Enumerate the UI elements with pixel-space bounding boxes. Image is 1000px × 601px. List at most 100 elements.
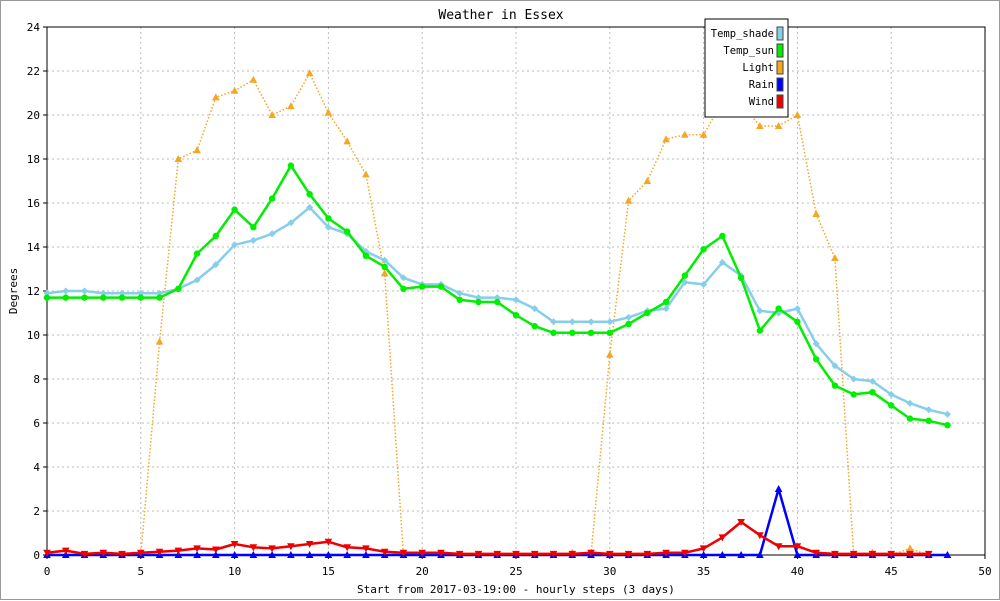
- data-point-temp-sun: [43, 294, 51, 301]
- y-tick-label: 18: [27, 153, 40, 166]
- x-tick-label: 35: [697, 565, 710, 578]
- data-point-temp-sun: [719, 232, 726, 240]
- data-point-temp-sun: [888, 402, 895, 409]
- data-point-temp-sun: [193, 250, 201, 257]
- data-point-temp-sun: [906, 415, 914, 422]
- data-point-temp-sun: [62, 294, 69, 301]
- data-point-wind: [924, 550, 933, 558]
- x-tick-label: 45: [885, 565, 898, 578]
- data-point-light: [362, 170, 370, 178]
- y-tick-label: 0: [33, 549, 40, 562]
- data-point-temp-sun: [494, 298, 501, 306]
- x-tick-label: 10: [228, 565, 241, 578]
- data-point-temp-shade: [550, 318, 558, 326]
- data-point-wind: [812, 549, 820, 557]
- y-tick-label: 24: [27, 21, 41, 34]
- y-tick-label: 14: [27, 241, 41, 254]
- data-point-rain: [212, 551, 220, 558]
- legend-swatch: [776, 94, 784, 109]
- series-temp-shade: [43, 203, 951, 418]
- x-tick-label: 30: [603, 565, 616, 578]
- data-point-temp-shade: [531, 305, 539, 313]
- data-point-light: [643, 177, 652, 184]
- series-line-light: [47, 72, 948, 556]
- data-point-wind: [774, 543, 783, 551]
- y-tick-label: 20: [27, 109, 40, 122]
- data-point-rain: [343, 551, 351, 558]
- data-point-temp-sun: [831, 382, 839, 389]
- data-point-wind: [606, 550, 614, 558]
- data-point-temp-shade: [850, 375, 858, 383]
- data-point-temp-sun: [850, 391, 857, 398]
- data-point-wind: [455, 550, 464, 558]
- data-point-temp-shade: [756, 307, 764, 315]
- data-point-wind: [43, 549, 51, 557]
- data-point-light: [906, 544, 914, 552]
- data-point-temp-shade: [831, 362, 839, 370]
- data-point-wind: [174, 547, 183, 555]
- data-point-wind: [512, 550, 520, 558]
- data-point-temp-shade: [62, 287, 70, 295]
- data-point-temp-sun: [812, 356, 820, 363]
- data-point-wind: [249, 544, 258, 552]
- x-tick-label: 5: [137, 565, 144, 578]
- data-point-rain: [249, 551, 258, 558]
- y-tick-label: 8: [33, 373, 40, 386]
- data-point-temp-sun: [287, 162, 295, 169]
- data-point-temp-sun: [644, 309, 651, 317]
- grid-lines: [47, 27, 985, 555]
- data-point-light: [193, 146, 201, 154]
- legend-swatch: [776, 26, 784, 41]
- data-point-light: [831, 254, 839, 261]
- data-point-temp-shade: [324, 223, 332, 231]
- data-point-temp-sun: [550, 329, 557, 336]
- legend-label: Temp_shade: [711, 28, 774, 40]
- data-point-temp-shade: [512, 296, 520, 304]
- data-point-wind: [906, 550, 914, 558]
- data-point-light: [230, 86, 239, 94]
- data-point-temp-shade: [306, 203, 314, 211]
- x-tick-label: 50: [978, 565, 991, 578]
- data-point-light: [681, 130, 689, 138]
- data-point-temp-sun: [175, 285, 182, 292]
- data-point-wind: [137, 549, 145, 557]
- series-rain: [43, 485, 952, 558]
- data-point-rain: [756, 551, 764, 558]
- y-tick-label: 16: [27, 197, 40, 210]
- data-point-wind: [343, 544, 351, 552]
- data-point-rain: [362, 551, 370, 558]
- y-tick-label: 6: [33, 417, 40, 430]
- data-point-temp-sun: [944, 422, 951, 429]
- legend-label: Temp_sun: [723, 45, 774, 57]
- data-point-temp-shade: [568, 318, 576, 326]
- data-point-temp-sun: [475, 298, 482, 306]
- data-point-temp-shade: [287, 219, 295, 227]
- legend-swatch: [776, 77, 784, 92]
- data-point-light: [793, 111, 802, 118]
- data-point-temp-sun: [756, 327, 764, 334]
- data-point-wind: [756, 532, 764, 540]
- x-tick-label: 40: [791, 565, 804, 578]
- data-point-temp-shade: [268, 230, 276, 238]
- data-point-light: [324, 108, 333, 116]
- data-point-temp-shade: [399, 274, 407, 282]
- data-point-temp-sun: [437, 283, 445, 290]
- data-point-temp-sun: [531, 323, 538, 330]
- data-point-temp-shade: [193, 276, 201, 284]
- data-point-wind: [61, 547, 70, 555]
- data-point-rain: [193, 551, 201, 558]
- data-point-light: [624, 196, 633, 204]
- x-tick-label: 0: [44, 565, 51, 578]
- data-point-wind: [868, 550, 877, 558]
- data-point-temp-shade: [456, 289, 464, 297]
- data-point-rain: [718, 551, 727, 558]
- data-point-temp-sun: [381, 263, 388, 270]
- data-point-wind: [155, 548, 164, 556]
- data-point-wind: [212, 546, 220, 554]
- data-point-light: [155, 337, 164, 345]
- data-point-temp-sun: [606, 329, 613, 336]
- data-point-temp-shade: [887, 390, 895, 398]
- data-point-wind: [624, 550, 633, 558]
- data-point-temp-sun: [569, 329, 576, 336]
